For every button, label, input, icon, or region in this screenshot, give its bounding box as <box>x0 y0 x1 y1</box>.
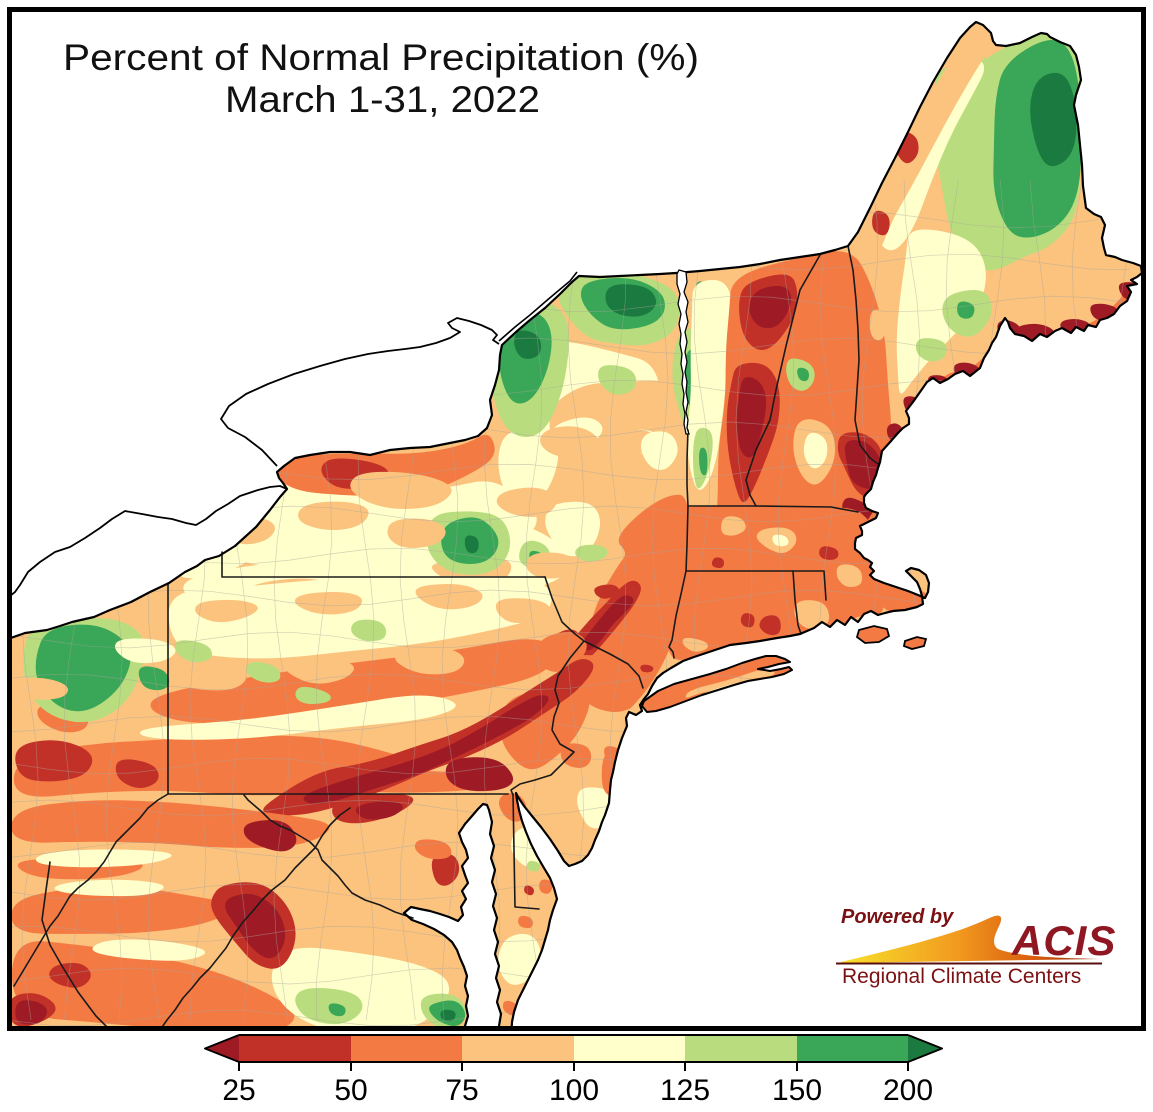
svg-text:March 1-31, 2022: March 1-31, 2022 <box>225 79 540 120</box>
svg-text:100: 100 <box>549 1074 599 1107</box>
svg-text:200: 200 <box>883 1074 933 1107</box>
svg-text:Powered by: Powered by <box>841 906 954 928</box>
svg-text:50: 50 <box>334 1074 367 1107</box>
svg-text:150: 150 <box>772 1074 822 1107</box>
svg-text:25: 25 <box>222 1074 255 1107</box>
svg-text:75: 75 <box>445 1074 478 1107</box>
svg-text:125: 125 <box>660 1074 710 1107</box>
svg-text:Percent of Normal Precipitatio: Percent of Normal Precipitation (%) <box>63 37 699 78</box>
svg-text:ACIS: ACIS <box>1011 917 1116 964</box>
svg-text:Regional Climate Centers: Regional Climate Centers <box>842 965 1081 988</box>
